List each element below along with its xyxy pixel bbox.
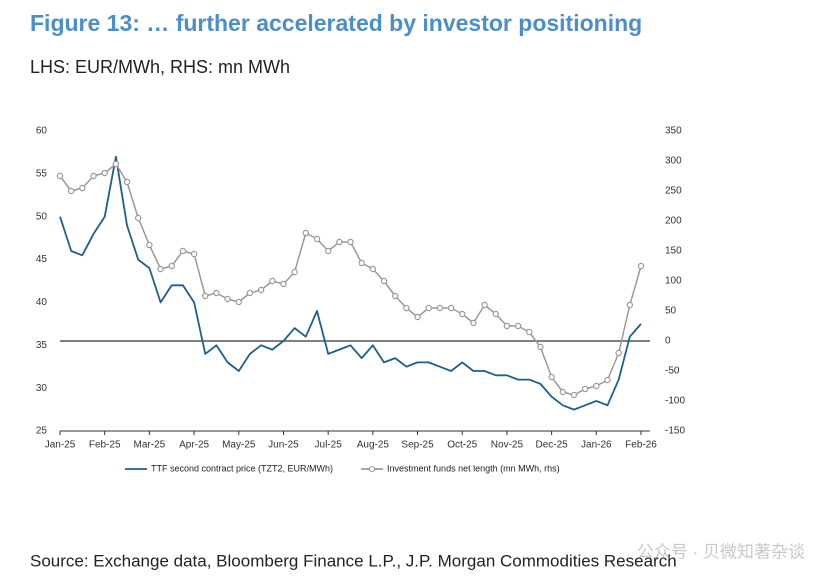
y2-tick-label: 250	[665, 186, 682, 197]
series-marker	[257, 286, 265, 294]
series-marker	[570, 391, 578, 399]
x-tick-label: Dec-25	[535, 440, 568, 451]
x-tick-label: May-25	[222, 440, 256, 451]
series-marker	[403, 304, 410, 312]
chart-subtitle: LHS: EUR/MWh, RHS: mn MWh	[30, 57, 290, 77]
series-marker	[313, 235, 321, 243]
x-tick-label: Feb-26	[625, 440, 657, 451]
series-marker	[190, 250, 198, 258]
x-tick-label: Nov-25	[491, 440, 524, 451]
series-marker	[302, 229, 310, 237]
chart-title: Figure 13: … further accelerated by inve…	[30, 10, 642, 36]
series-marker	[604, 376, 611, 384]
series-marker	[391, 292, 399, 300]
series-marker	[67, 187, 75, 195]
x-tick-label: Aug-25	[357, 440, 390, 451]
y-tick-label: 50	[36, 211, 48, 222]
series-marker	[459, 310, 466, 318]
y-tick-label: 60	[36, 126, 48, 137]
x-tick-label: Sep-25	[401, 440, 434, 451]
x-tick-label: Feb-25	[89, 440, 121, 451]
series-marker	[481, 301, 488, 309]
y2-tick-label: -50	[665, 366, 680, 377]
series-marker	[626, 301, 634, 309]
series-marker	[414, 313, 421, 321]
series-marker	[447, 304, 455, 312]
y-tick-label: 45	[36, 254, 48, 265]
series-marker	[593, 382, 600, 390]
y2-tick-label: 100	[665, 276, 682, 287]
series-marker	[90, 172, 97, 180]
legend-label: Investment funds net length (mn MWh, rhs…	[387, 463, 560, 473]
series-marker	[492, 310, 499, 318]
series-marker	[146, 241, 153, 249]
series-marker	[615, 349, 622, 357]
y-tick-label: 55	[36, 168, 48, 179]
y2-tick-label: 200	[665, 216, 682, 227]
series-marker	[135, 214, 142, 222]
series-line	[59, 163, 642, 396]
series-marker	[112, 160, 120, 168]
series-marker	[358, 259, 365, 267]
series-marker	[526, 328, 533, 336]
series-marker	[269, 277, 276, 285]
watermark: 公众号 · 贝微知著杂谈	[637, 542, 805, 561]
series-line	[59, 155, 642, 411]
x-tick-label: Oct-25	[447, 440, 477, 451]
x-tick-label: Jan-25	[45, 440, 76, 451]
series-marker	[123, 178, 131, 186]
y2-tick-label: 50	[665, 306, 677, 317]
series-marker	[280, 280, 287, 288]
y-tick-label: 40	[36, 297, 48, 308]
series-marker	[514, 322, 522, 330]
series-marker	[336, 238, 343, 246]
source-note: Source: Exchange data, Bloomberg Finance…	[30, 551, 677, 570]
series-marker	[224, 295, 231, 303]
series-marker	[503, 322, 511, 330]
series-marker	[559, 388, 566, 396]
y2-tick-label: -150	[665, 426, 685, 437]
series-marker	[291, 268, 298, 276]
series-marker	[324, 247, 332, 255]
series-marker	[235, 298, 242, 306]
x-tick-label: Apr-25	[179, 440, 209, 451]
x-tick-label: Jul-25	[315, 440, 343, 451]
x-tick-label: Jun-25	[268, 440, 299, 451]
series-marker	[79, 184, 86, 192]
series-marker	[101, 169, 108, 177]
x-tick-label: Jan-26	[581, 440, 612, 451]
x-tick-label: Mar-25	[134, 440, 166, 451]
series-marker	[436, 304, 444, 312]
y2-tick-label: 350	[665, 126, 682, 137]
series-marker	[581, 385, 589, 393]
y-tick-label: 30	[36, 383, 48, 394]
series-marker	[380, 277, 388, 285]
y2-tick-label: 300	[665, 156, 682, 167]
series-marker	[347, 238, 354, 246]
series-marker	[56, 172, 64, 180]
y-tick-label: 35	[36, 340, 48, 351]
series-marker	[179, 247, 187, 255]
series-marker	[213, 289, 220, 297]
y2-tick-label: 150	[665, 246, 682, 257]
series-marker	[425, 304, 432, 312]
legend-marker	[368, 465, 376, 473]
series-marker	[157, 265, 164, 273]
y2-tick-label: -100	[665, 396, 685, 407]
y2-tick-label: 0	[665, 336, 671, 347]
series-marker	[202, 292, 209, 300]
series-marker	[548, 373, 555, 381]
series-marker	[168, 262, 175, 270]
y-tick-label: 25	[36, 426, 48, 437]
series-marker	[470, 319, 477, 327]
series-marker	[246, 289, 254, 297]
series-marker	[637, 262, 645, 270]
legend-label: TTF second contract price (TZT2, EUR/MWh…	[151, 463, 333, 473]
series-marker	[537, 343, 544, 351]
series-marker	[369, 265, 377, 273]
